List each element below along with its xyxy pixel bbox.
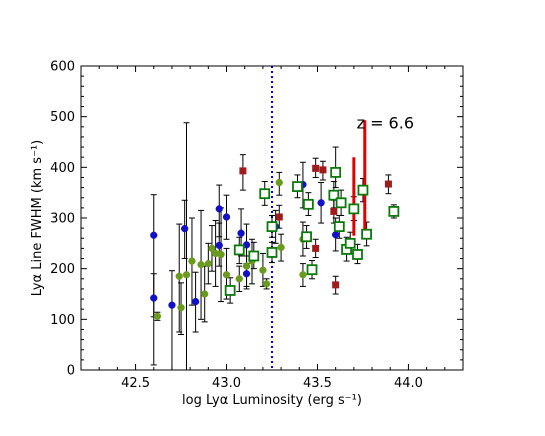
data-point [201,290,209,298]
data-point [384,180,392,188]
data-point [215,241,223,250]
data-point [266,221,278,233]
data-point [319,166,327,174]
y-tick-label: 200 [50,262,75,277]
y-tick-label: 500 [50,110,75,125]
data-point [237,229,245,237]
data-point [242,262,251,270]
data-point [215,205,223,213]
data-point [235,275,243,283]
data-point [352,249,363,260]
data-point [197,260,205,269]
data-point [312,164,320,172]
data-point [188,257,196,265]
y-tick-label: 600 [50,60,75,75]
data-point [222,271,231,279]
data-point [348,203,360,215]
error-bars-layer [150,122,397,371]
data-points-layer [150,164,400,320]
data-point [299,271,307,279]
data-point [333,221,345,233]
data-point [150,294,158,302]
x-tick-label: 43.0 [212,376,241,391]
data-point [277,243,285,252]
y-tick-label: 300 [50,212,75,227]
data-point [239,167,247,175]
data-point [275,213,283,221]
data-point [181,224,189,233]
data-point [204,259,212,268]
data-point [191,297,200,306]
data-point [222,213,231,221]
data-point [312,244,320,252]
data-point [344,237,356,249]
data-point [150,231,158,239]
data-point [332,231,340,239]
y-tick-label: 100 [50,313,75,328]
data-point [388,206,400,217]
data-point [168,301,176,309]
redshift-annotation: z = 6.6 [357,114,414,133]
data-point [306,264,318,276]
data-point [332,281,340,289]
data-point [182,271,191,279]
y-tick-label: 0 [67,364,75,379]
data-point [242,270,251,278]
y-tick-label: 400 [50,161,75,176]
data-point [266,247,278,258]
x-tick-label: 43.5 [303,376,332,391]
data-point [330,207,338,215]
data-point [275,178,283,187]
data-point [330,166,342,178]
x-tick-label: 44.0 [394,376,423,391]
data-point [233,244,245,256]
data-point [208,244,216,253]
data-point [361,228,372,240]
x-axis-label: log Lyα Luminosity (erg s⁻¹) [182,393,362,408]
data-point [292,181,303,192]
data-point [302,198,314,210]
data-point [357,184,369,196]
data-point [262,280,271,288]
data-point [259,266,267,274]
axis-ticks-layer: 42.5 43.0 43.5 44.0 0 100 200 300 400 500 600 [50,60,463,391]
data-point [153,312,162,320]
x-tick-label: 42.5 [121,376,150,391]
y-axis-label: Lyα Line FWHM (km s⁻¹) [30,140,45,296]
data-point [177,304,185,312]
data-point [224,285,236,296]
data-point [335,197,347,209]
data-point [328,189,340,201]
data-point [317,199,325,207]
data-point [259,188,271,200]
data-point [175,272,183,280]
data-point [301,231,312,243]
data-point [248,250,260,262]
data-point [217,250,225,259]
highlight-bars-layer [352,120,367,236]
